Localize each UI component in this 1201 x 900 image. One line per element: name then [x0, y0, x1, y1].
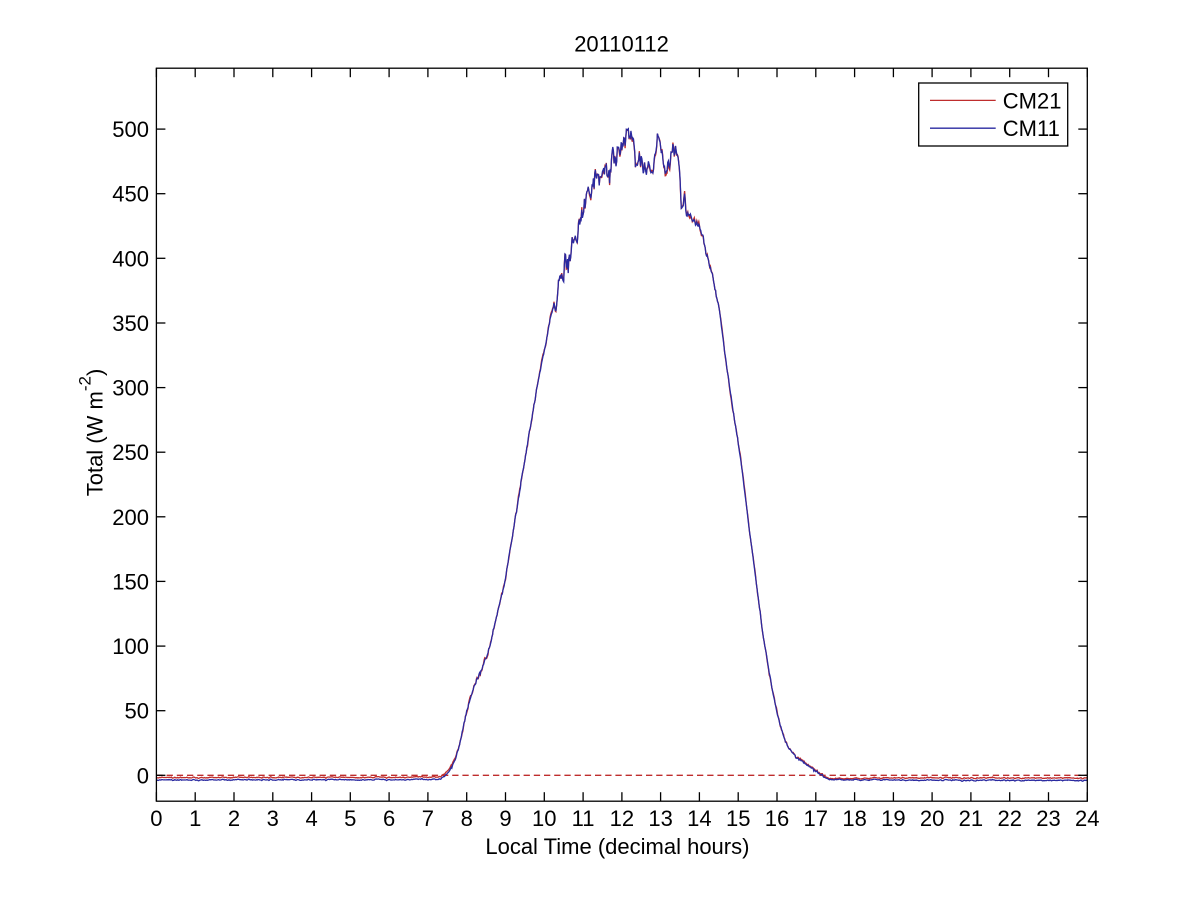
svg-text:Local Time (decimal hours): Local Time (decimal hours): [485, 834, 749, 859]
svg-text:24: 24: [1075, 806, 1099, 831]
svg-text:19: 19: [881, 806, 905, 831]
svg-text:50: 50: [125, 699, 149, 724]
svg-text:250: 250: [112, 440, 149, 465]
svg-text:350: 350: [112, 311, 149, 336]
svg-text:0: 0: [137, 763, 149, 788]
svg-text:14: 14: [687, 806, 711, 831]
svg-text:20: 20: [920, 806, 944, 831]
svg-text:450: 450: [112, 182, 149, 207]
svg-text:2: 2: [228, 806, 240, 831]
svg-text:500: 500: [112, 117, 149, 142]
svg-text:200: 200: [112, 505, 149, 530]
svg-text:17: 17: [804, 806, 828, 831]
svg-text:5: 5: [344, 806, 356, 831]
svg-text:16: 16: [765, 806, 789, 831]
svg-text:100: 100: [112, 634, 149, 659]
svg-text:22: 22: [997, 806, 1021, 831]
svg-text:11: 11: [572, 806, 595, 831]
svg-text:300: 300: [112, 376, 149, 401]
svg-text:CM21: CM21: [1003, 88, 1062, 113]
svg-text:8: 8: [461, 806, 473, 831]
svg-text:3: 3: [267, 806, 279, 831]
svg-text:10: 10: [532, 806, 556, 831]
svg-text:7: 7: [422, 806, 434, 831]
svg-text:4: 4: [305, 806, 317, 831]
svg-text:15: 15: [726, 806, 750, 831]
svg-text:CM11: CM11: [1003, 116, 1060, 141]
svg-text:18: 18: [842, 806, 866, 831]
svg-text:6: 6: [383, 806, 395, 831]
svg-text:12: 12: [610, 806, 634, 831]
svg-text:9: 9: [499, 806, 511, 831]
svg-text:1: 1: [189, 806, 201, 831]
svg-text:23: 23: [1036, 806, 1060, 831]
svg-text:13: 13: [648, 806, 672, 831]
svg-text:20110112: 20110112: [574, 32, 669, 57]
svg-text:21: 21: [959, 806, 983, 831]
svg-text:150: 150: [112, 569, 149, 594]
svg-text:0: 0: [150, 806, 162, 831]
svg-text:400: 400: [112, 246, 149, 271]
